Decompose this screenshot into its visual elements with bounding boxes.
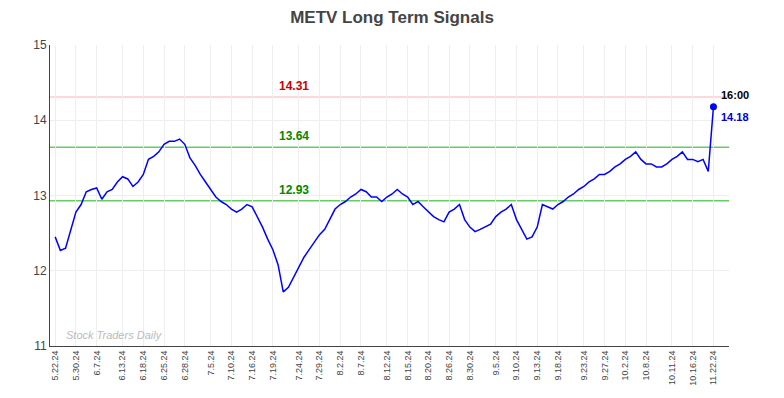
svg-text:9.13.24: 9.13.24 xyxy=(532,351,542,381)
svg-text:14.31: 14.31 xyxy=(279,79,309,93)
svg-text:8.30.24: 8.30.24 xyxy=(465,351,475,381)
svg-text:8.7.24: 8.7.24 xyxy=(356,351,366,376)
svg-text:7.19.24: 7.19.24 xyxy=(268,351,278,381)
svg-text:9.23.24: 9.23.24 xyxy=(579,351,589,381)
svg-text:6.28.24: 6.28.24 xyxy=(180,351,190,381)
svg-text:6.25.24: 6.25.24 xyxy=(159,351,169,381)
svg-text:11.22.24: 11.22.24 xyxy=(708,351,718,385)
svg-text:13: 13 xyxy=(33,189,47,203)
svg-text:13.64: 13.64 xyxy=(279,129,309,143)
svg-text:6.7.24: 6.7.24 xyxy=(92,351,102,376)
svg-text:10.11.24: 10.11.24 xyxy=(667,351,677,385)
svg-text:8.15.24: 8.15.24 xyxy=(403,351,413,381)
svg-text:7.5.24: 7.5.24 xyxy=(206,351,216,376)
svg-text:6.18.24: 6.18.24 xyxy=(138,351,148,381)
svg-text:7.10.24: 7.10.24 xyxy=(226,351,236,381)
svg-text:8.12.24: 8.12.24 xyxy=(382,351,392,381)
svg-text:12.93: 12.93 xyxy=(279,183,309,197)
svg-text:7.16.24: 7.16.24 xyxy=(247,351,257,381)
svg-text:11: 11 xyxy=(34,339,47,353)
svg-text:9.18.24: 9.18.24 xyxy=(553,351,563,381)
svg-text:15: 15 xyxy=(33,38,47,52)
svg-text:METV Long Term Signals: METV Long Term Signals xyxy=(290,8,494,27)
svg-text:8.20.24: 8.20.24 xyxy=(423,351,433,381)
svg-text:7.24.24: 7.24.24 xyxy=(294,351,304,381)
svg-text:10.16.24: 10.16.24 xyxy=(688,351,698,386)
svg-text:6.13.24: 6.13.24 xyxy=(117,351,127,381)
svg-text:14.18: 14.18 xyxy=(721,111,749,123)
svg-text:14: 14 xyxy=(33,113,47,127)
svg-text:16:00: 16:00 xyxy=(721,89,749,101)
svg-text:9.5.24: 9.5.24 xyxy=(491,351,501,376)
svg-text:7.29.24: 7.29.24 xyxy=(314,351,324,381)
svg-text:9.10.24: 9.10.24 xyxy=(511,351,521,381)
svg-text:10.8.24: 10.8.24 xyxy=(641,351,651,381)
svg-text:10.2.24: 10.2.24 xyxy=(620,351,630,381)
svg-text:5.22.24: 5.22.24 xyxy=(50,351,60,381)
svg-text:12: 12 xyxy=(33,264,47,278)
svg-text:Stock Traders Daily: Stock Traders Daily xyxy=(66,329,163,341)
svg-text:9.27.24: 9.27.24 xyxy=(600,351,610,381)
svg-text:8.2.24: 8.2.24 xyxy=(335,351,345,376)
svg-text:8.26.24: 8.26.24 xyxy=(444,351,454,381)
svg-text:5.30.24: 5.30.24 xyxy=(71,351,81,381)
